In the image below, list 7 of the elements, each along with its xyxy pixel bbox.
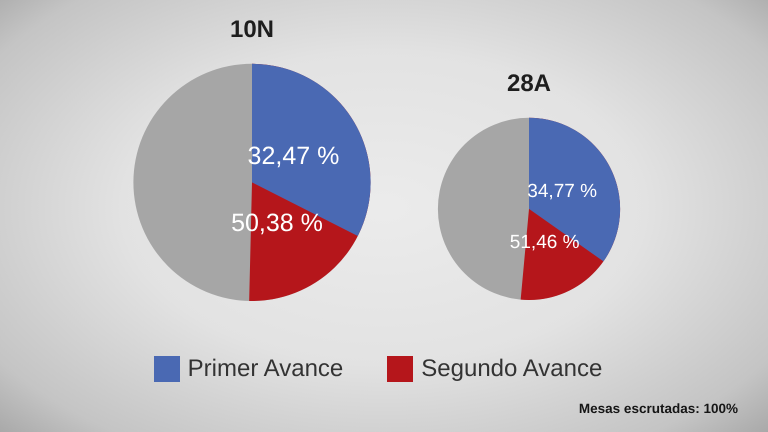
- data-label: 32,47 %: [248, 142, 340, 170]
- chart-title: 10N: [230, 16, 274, 44]
- text: Mesas escrutadas: 100%: [578, 401, 738, 416]
- data-label: 34,77 %: [527, 180, 598, 202]
- legend-label: Primer Avance: [188, 354, 344, 384]
- legend-label: Segundo Avance: [421, 354, 602, 384]
- chart-title: 28A: [506, 70, 552, 98]
